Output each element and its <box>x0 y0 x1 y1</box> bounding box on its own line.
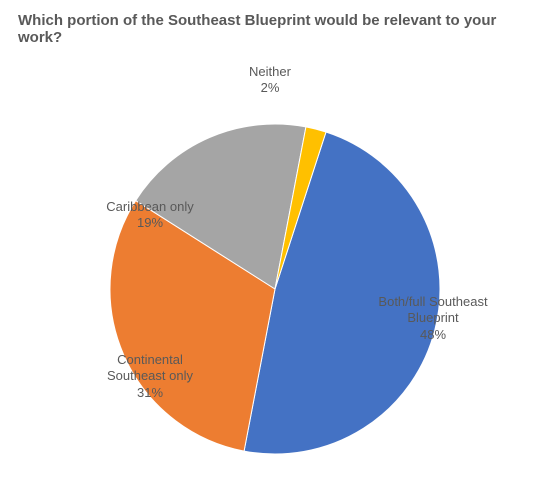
pie-chart: Both/full SoutheastBlueprint48%Continent… <box>0 64 550 494</box>
chart-title: Which portion of the Southeast Blueprint… <box>18 12 532 46</box>
pie-svg <box>0 64 550 494</box>
chart-container: Which portion of the Southeast Blueprint… <box>0 0 550 504</box>
